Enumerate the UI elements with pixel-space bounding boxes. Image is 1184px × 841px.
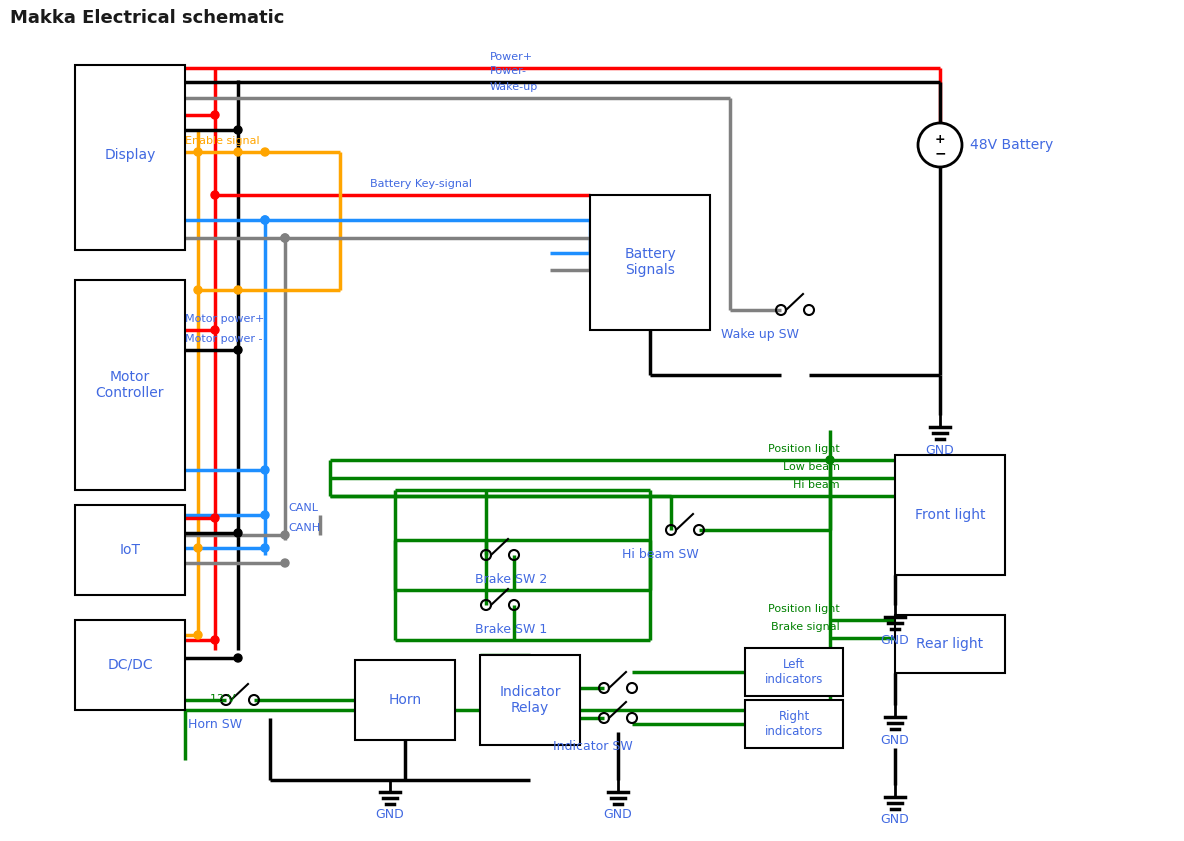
Text: Indicator SW: Indicator SW — [553, 740, 633, 753]
Circle shape — [211, 191, 219, 199]
Circle shape — [194, 544, 202, 552]
Text: Motor power+: Motor power+ — [185, 314, 264, 324]
Circle shape — [260, 216, 269, 224]
Text: IoT: IoT — [120, 543, 141, 557]
Bar — [895, 455, 1005, 575]
Circle shape — [194, 286, 202, 294]
Text: Horn: Horn — [388, 693, 422, 707]
Text: Motor
Controller: Motor Controller — [96, 370, 165, 400]
Circle shape — [281, 234, 289, 242]
Text: 12 V: 12 V — [210, 694, 236, 704]
Text: Power-: Power- — [490, 66, 527, 76]
Text: Indicator
Relay: Indicator Relay — [500, 685, 561, 715]
Text: Makka Electrical schematic: Makka Electrical schematic — [9, 9, 284, 27]
Circle shape — [194, 148, 202, 156]
Text: Battery
Signals: Battery Signals — [624, 247, 676, 277]
Bar — [75, 65, 185, 250]
Text: Motor power -: Motor power - — [185, 334, 263, 344]
Circle shape — [234, 148, 242, 156]
Circle shape — [826, 456, 834, 464]
Text: Hi beam SW: Hi beam SW — [622, 548, 699, 561]
Circle shape — [234, 286, 242, 294]
Circle shape — [234, 346, 242, 354]
Bar — [745, 648, 843, 696]
Text: +: + — [934, 133, 945, 145]
Text: Horn SW: Horn SW — [188, 718, 242, 731]
Circle shape — [260, 466, 269, 474]
Bar — [75, 505, 185, 595]
Bar — [355, 660, 455, 740]
Circle shape — [211, 111, 219, 119]
Circle shape — [260, 544, 269, 552]
Text: Brake SW 1: Brake SW 1 — [475, 623, 547, 636]
Text: −: − — [934, 146, 946, 160]
Text: Brake signal: Brake signal — [771, 622, 839, 632]
Bar — [745, 700, 843, 748]
Text: Rear light: Rear light — [916, 637, 984, 651]
Text: GND: GND — [881, 734, 909, 747]
Text: GND: GND — [881, 634, 909, 647]
Bar — [590, 195, 710, 330]
Circle shape — [281, 559, 289, 567]
Text: Right
indicators: Right indicators — [765, 710, 823, 738]
Text: Battery Key-signal: Battery Key-signal — [369, 179, 472, 189]
Text: Left
indicators: Left indicators — [765, 658, 823, 686]
Text: Power+: Power+ — [490, 52, 533, 62]
Text: Wake up SW: Wake up SW — [721, 328, 799, 341]
Text: Front light: Front light — [915, 508, 985, 522]
Bar — [895, 615, 1005, 673]
Circle shape — [260, 511, 269, 519]
Circle shape — [234, 126, 242, 134]
Text: Hi beam: Hi beam — [793, 480, 839, 490]
Circle shape — [194, 631, 202, 639]
Text: Position light: Position light — [768, 604, 839, 614]
Text: CANH: CANH — [288, 523, 320, 533]
Bar — [75, 280, 185, 490]
Text: GND: GND — [926, 444, 954, 457]
Circle shape — [234, 529, 242, 537]
Text: Wake-up: Wake-up — [490, 82, 539, 92]
Text: Low beam: Low beam — [783, 462, 839, 472]
Circle shape — [211, 326, 219, 334]
Circle shape — [260, 148, 269, 156]
Text: GND: GND — [881, 813, 909, 826]
Circle shape — [211, 636, 219, 644]
Text: Enable signal: Enable signal — [185, 136, 259, 146]
Text: Display: Display — [104, 148, 155, 162]
Text: DC/DC: DC/DC — [108, 658, 153, 672]
Text: GND: GND — [604, 808, 632, 821]
Circle shape — [211, 514, 219, 522]
Circle shape — [234, 654, 242, 662]
Bar — [75, 620, 185, 710]
Text: Brake SW 2: Brake SW 2 — [475, 573, 547, 586]
Circle shape — [281, 531, 289, 539]
Circle shape — [260, 216, 269, 224]
Text: CANL: CANL — [288, 503, 318, 513]
Bar — [480, 655, 580, 745]
Text: 48V Battery: 48V Battery — [970, 138, 1054, 152]
Text: Position light: Position light — [768, 444, 839, 454]
Text: GND: GND — [375, 808, 405, 821]
Circle shape — [281, 234, 289, 242]
